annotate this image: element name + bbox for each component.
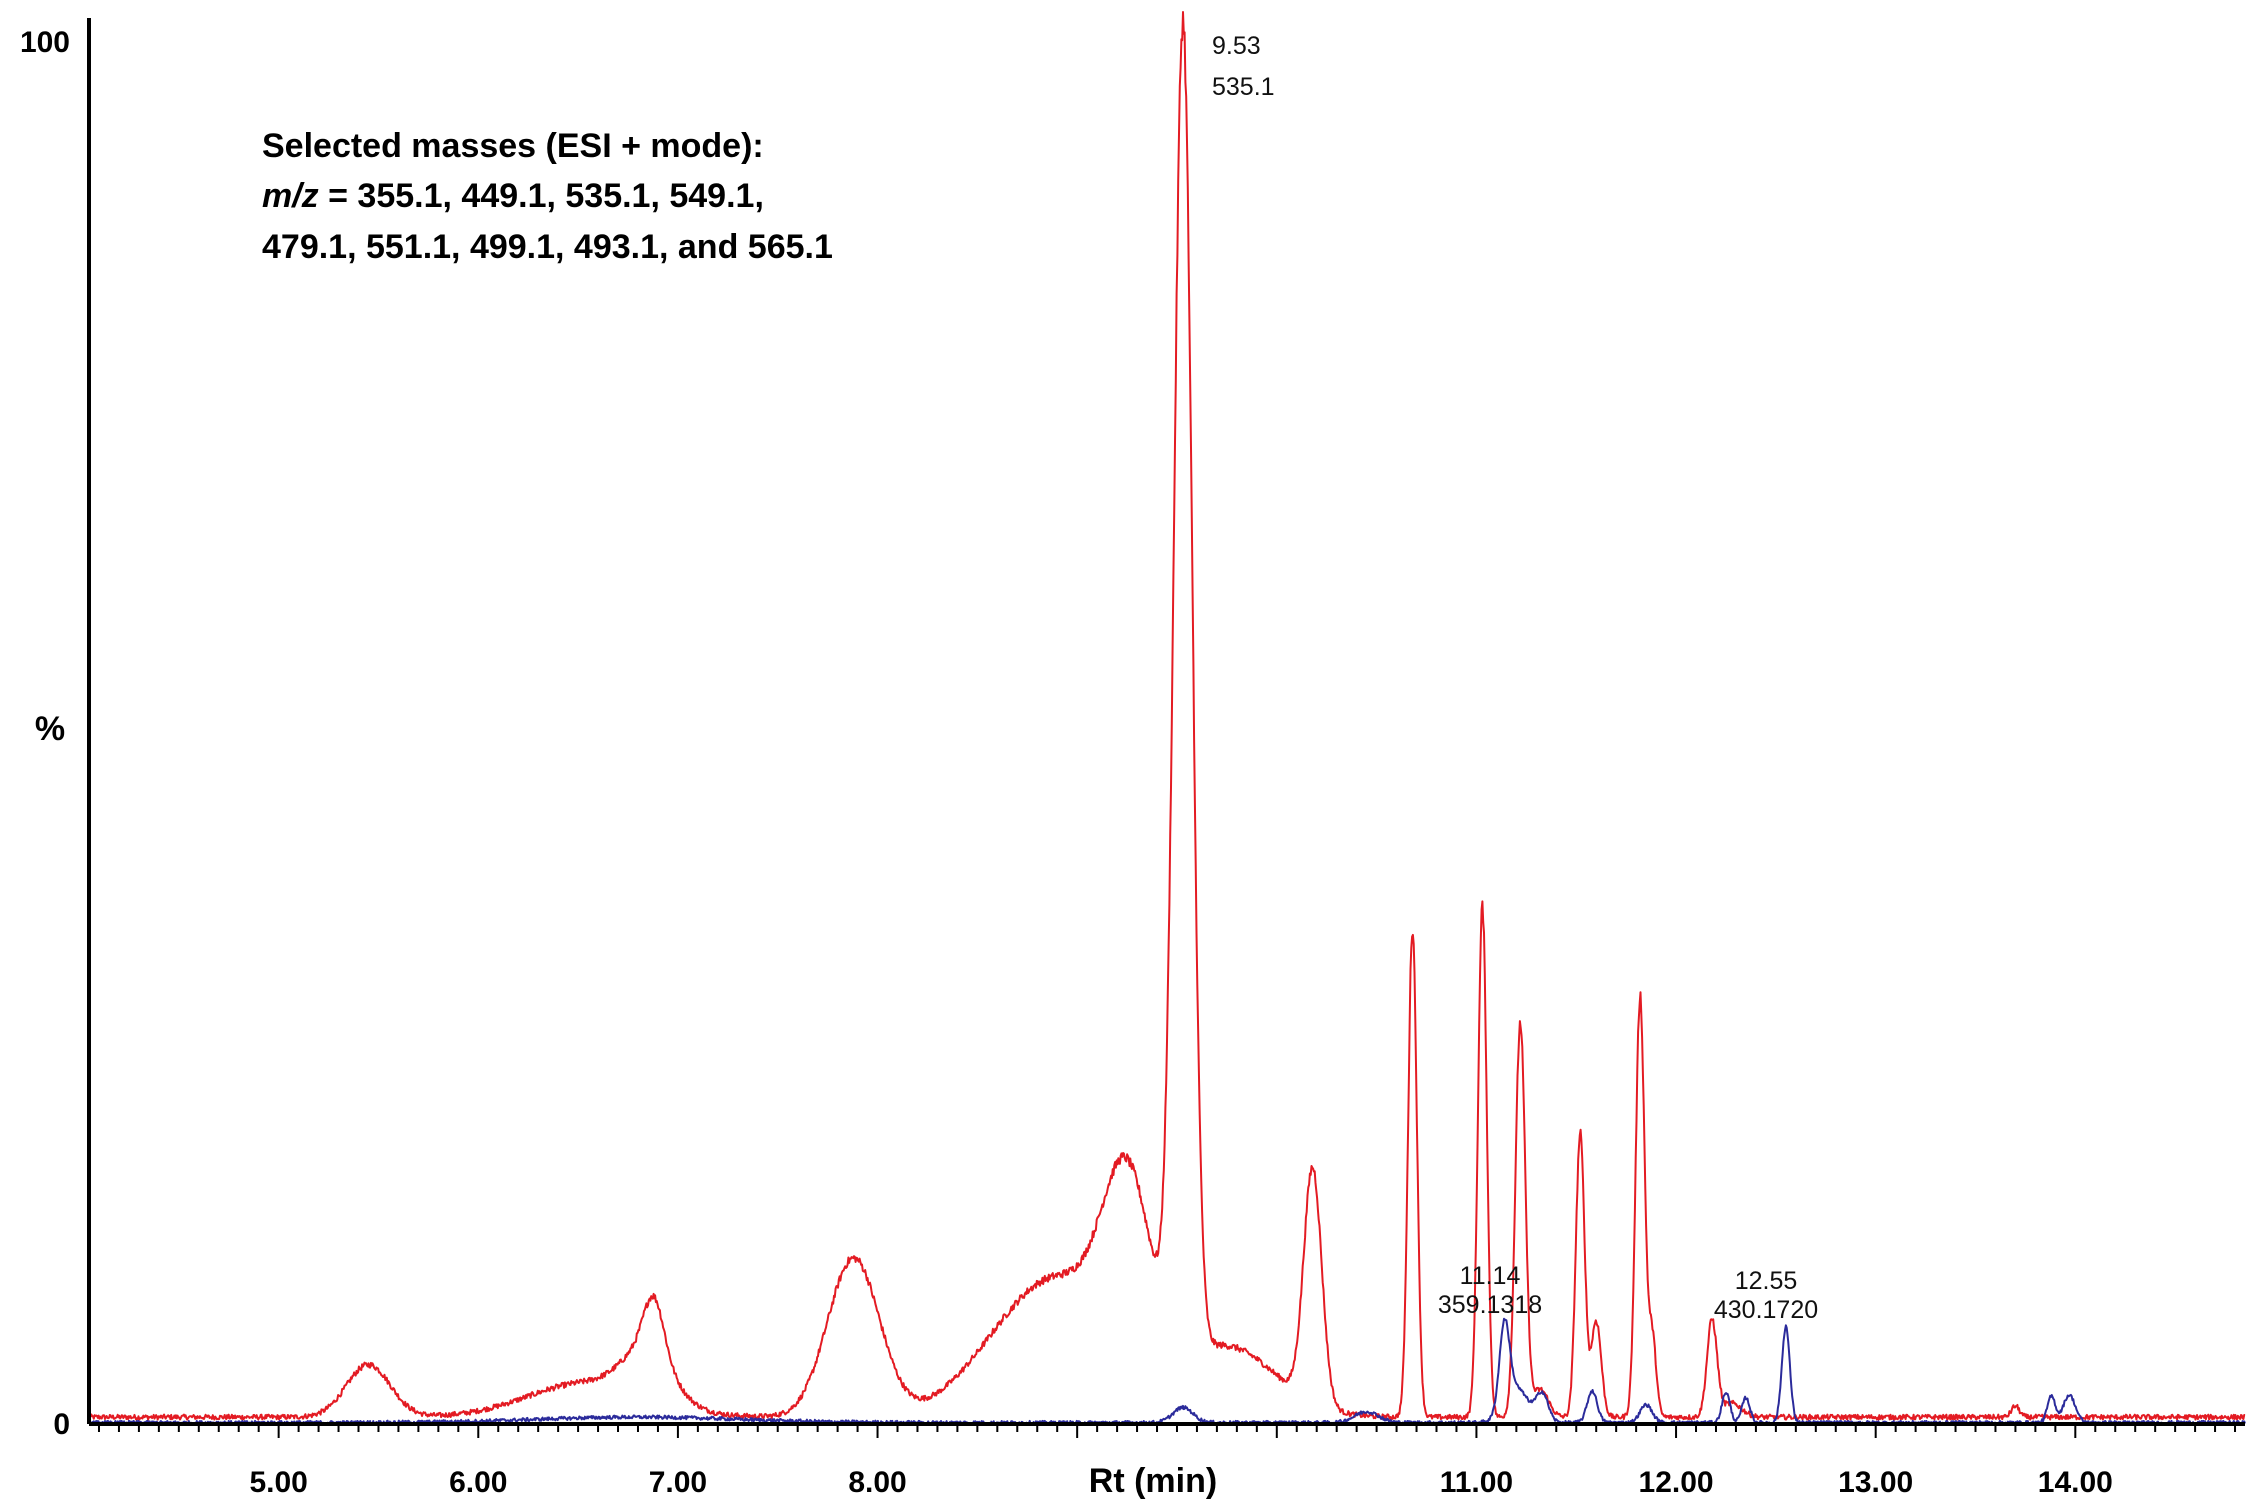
- annotation-line-2: m/z = 355.1, 449.1, 535.1, 549.1,: [262, 177, 764, 215]
- x-tick-label: 12.00: [1639, 1466, 1714, 1499]
- peak-label-rt: 12.55: [1735, 1267, 1798, 1295]
- x-tick-label: 8.00: [848, 1466, 906, 1499]
- y-tick-label-100: 100: [20, 26, 70, 59]
- x-axis-title: Rt (min): [1089, 1462, 1217, 1500]
- series-line-red: [88, 11, 2246, 1421]
- x-minor-ticks: [97, 1424, 2237, 1438]
- peak-label-mz: 430.1720: [1714, 1296, 1818, 1324]
- annotation-mz-symbol: m/z: [262, 177, 319, 215]
- annotation-line-3: 479.1, 551.1, 499.1, 493.1, and 565.1: [262, 228, 833, 266]
- x-tick-label: 14.00: [2038, 1466, 2113, 1499]
- y-axis-title: %: [35, 710, 65, 748]
- peak-label-mz: 359.1318: [1438, 1291, 1542, 1319]
- annotation-line-1: Selected masses (ESI + mode):: [262, 127, 764, 165]
- x-tick-label: 7.00: [649, 1466, 707, 1499]
- x-tick-labels: 5.00 6.00 7.00 8.00 11.00 12.00 13.00 14…: [249, 1466, 2112, 1499]
- x-tick-label: 5.00: [249, 1466, 307, 1499]
- x-tick-label: 11.00: [1440, 1466, 1513, 1499]
- annotation-mz-values: = 355.1, 449.1, 535.1, 549.1,: [319, 177, 764, 215]
- x-tick-label: 13.00: [1838, 1466, 1913, 1499]
- peak-label-mz: 535.1: [1212, 73, 1275, 101]
- series-layer: [88, 11, 2246, 1425]
- peak-label-rt: 9.53: [1212, 32, 1261, 60]
- peak-label-rt: 11.14: [1460, 1262, 1521, 1290]
- x-tick-label: 6.00: [449, 1466, 507, 1499]
- y-tick-label-0: 0: [53, 1408, 70, 1441]
